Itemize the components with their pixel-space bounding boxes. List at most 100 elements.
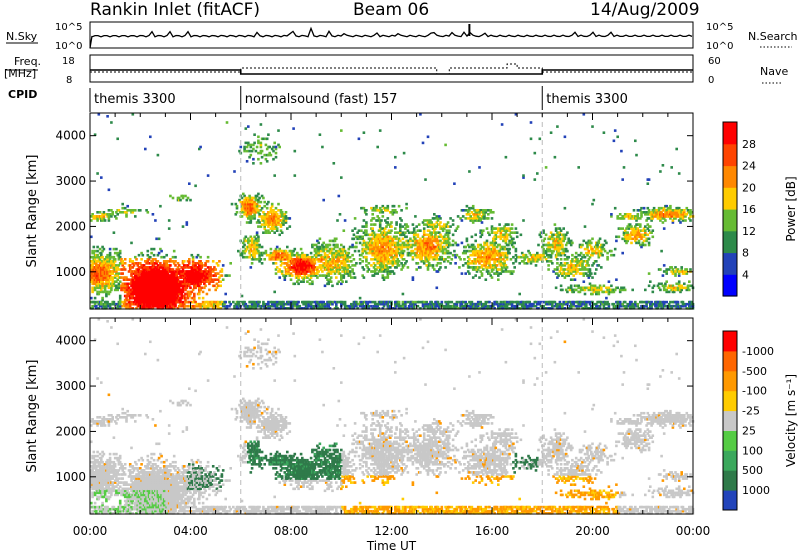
power-cell — [95, 255, 98, 259]
power-cell — [263, 215, 266, 218]
power-cell — [267, 300, 270, 304]
power-cell — [131, 294, 135, 298]
power-cell — [235, 204, 239, 208]
power-cell — [98, 284, 102, 288]
power-cell — [253, 243, 256, 247]
power-cell — [257, 151, 260, 155]
power-cell — [443, 223, 446, 226]
power-cell — [404, 304, 407, 308]
power-cell — [391, 247, 395, 251]
power-cell — [243, 147, 246, 151]
power-cell — [464, 262, 467, 265]
power-cell — [308, 300, 312, 304]
power-cell — [254, 302, 258, 306]
power-cell — [210, 278, 214, 281]
power-cell — [247, 143, 250, 147]
power-cell — [122, 302, 126, 306]
power-cell — [268, 151, 271, 155]
power-cell — [108, 258, 112, 261]
power-cell — [427, 262, 431, 265]
power-cell — [499, 262, 503, 265]
power-cell — [309, 255, 313, 259]
power-cell — [361, 266, 364, 269]
power-cell — [259, 200, 263, 204]
power-cell — [448, 300, 451, 304]
power-cell — [117, 276, 121, 279]
power-cell — [107, 219, 111, 222]
power-cell — [537, 307, 540, 310]
power-cell — [118, 298, 122, 302]
power-cell — [480, 272, 484, 275]
power-cell — [311, 280, 314, 283]
power-cell — [346, 266, 349, 269]
power-cell — [263, 200, 266, 204]
power-cell — [117, 253, 121, 257]
power-cell — [107, 217, 111, 220]
power-cell — [355, 262, 358, 265]
nsky-label: N.Sky — [6, 30, 38, 43]
power-cell — [459, 258, 462, 261]
power-cell — [235, 206, 239, 210]
power-cell — [110, 276, 113, 279]
power-cell — [528, 251, 531, 255]
power-cell — [446, 233, 450, 237]
power-cell — [134, 255, 137, 259]
power-cell — [367, 262, 371, 265]
power-cell — [473, 249, 476, 253]
power-cell — [101, 255, 104, 259]
power-cell — [549, 260, 553, 263]
power-cell — [407, 243, 411, 247]
power-cell — [532, 302, 535, 306]
power-cell — [487, 249, 490, 253]
power-cell — [115, 268, 118, 271]
power-cell — [376, 239, 379, 243]
power-cell — [389, 231, 392, 234]
power-cell — [221, 264, 225, 267]
power-cell — [405, 260, 408, 263]
power-cell — [397, 243, 401, 247]
power-cell — [258, 251, 261, 255]
power-cell — [118, 211, 122, 214]
power-cell — [318, 258, 322, 261]
power-cell — [384, 276, 387, 279]
power-cell — [253, 235, 256, 239]
power-cell — [323, 284, 327, 288]
power-cell — [95, 304, 98, 308]
power-cell — [343, 268, 347, 271]
power-cell — [340, 278, 343, 281]
power-cell — [507, 270, 510, 273]
power-cell — [177, 264, 181, 267]
power-cell — [484, 264, 488, 267]
power-cell — [265, 253, 269, 257]
power-cell — [385, 225, 388, 228]
power-cell — [524, 253, 528, 257]
power-cell — [277, 255, 280, 259]
power-cell — [311, 245, 314, 249]
power-cell — [375, 204, 378, 208]
power-cell — [410, 251, 413, 255]
power-cell — [147, 258, 151, 261]
power-cell — [490, 270, 494, 273]
power-cell — [112, 247, 116, 251]
power-cell — [358, 258, 362, 261]
power-cell — [275, 304, 279, 308]
power-cell — [110, 121, 113, 124]
power-cell — [329, 272, 333, 275]
power-cell — [469, 307, 472, 310]
power-cell — [470, 300, 474, 304]
cpid-label: CPID — [8, 88, 37, 101]
power-cell — [421, 260, 425, 263]
power-cell — [244, 302, 248, 306]
power-cell — [343, 262, 347, 265]
power-cell — [314, 251, 318, 255]
power-cell — [431, 237, 435, 241]
power-cell — [123, 300, 127, 304]
power-cell — [332, 270, 336, 273]
power-cell — [479, 209, 482, 212]
power-cell — [507, 223, 510, 226]
power-cell — [131, 307, 135, 310]
power-cell — [419, 237, 422, 241]
power-cell — [284, 249, 288, 253]
power-cell — [193, 292, 196, 296]
power-cell — [378, 206, 382, 210]
